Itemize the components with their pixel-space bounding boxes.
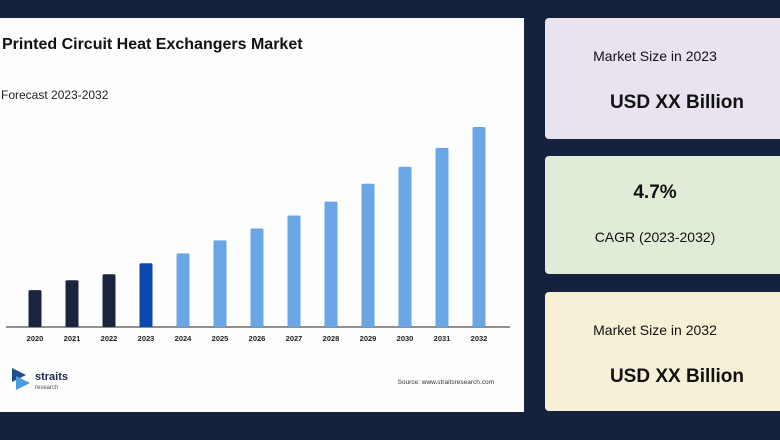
card-value: 4.7% (633, 182, 677, 203)
chart-panel: Printed Circuit Heat Exchangers Market F… (0, 18, 524, 412)
source-text: Source: www.straitsresearch.com (397, 379, 494, 386)
x-tick-label-2026: 2026 (249, 334, 266, 343)
x-tick-label-2031: 2031 (434, 334, 451, 343)
logo-sub: research (35, 384, 59, 391)
chart-subtitle: Forecast 2023-2032 (1, 88, 109, 102)
bar-2032 (472, 126, 486, 327)
card-label: CAGR (2023-2032) (594, 229, 716, 245)
logo-name: straits (35, 370, 69, 383)
chart-title: Printed Circuit Heat Exchangers Market (2, 36, 303, 53)
bar-2030 (398, 166, 412, 327)
x-tick-label-2024: 2024 (175, 334, 193, 343)
x-tick-label-2032: 2032 (471, 334, 488, 343)
card-market-size-2032: Market Size in 2032 USD XX Billion (545, 292, 780, 411)
x-tick-label-2027: 2027 (286, 334, 303, 343)
x-tick-label-2025: 2025 (212, 334, 229, 343)
card-cagr: 4.7% CAGR (2023-2032) (545, 156, 780, 274)
card-value: USD XX Billion (609, 92, 745, 113)
x-tick-label-2028: 2028 (323, 334, 340, 343)
bar-2023 (139, 263, 153, 327)
bar-2024 (176, 253, 190, 327)
bar-2029 (361, 183, 375, 327)
bar-2026 (250, 228, 264, 327)
card-market-size-2023: Market Size in 2023 USD XX Billion (545, 18, 780, 139)
x-tick-label-2021: 2021 (64, 334, 81, 343)
bar-chart: 2020 2021 2022 2023 2024 2025 2026 2027 2028 2029… (6, 126, 510, 343)
x-tick-label-2029: 2029 (360, 334, 377, 343)
card-label: Market Size in 2023 (593, 48, 717, 64)
bar-2027 (287, 215, 301, 327)
card-value: USD XX Billion (609, 366, 745, 387)
x-tick-label-2030: 2030 (397, 334, 414, 343)
x-tick-label-2020: 2020 (27, 334, 44, 343)
bar-2025 (213, 240, 227, 327)
card-label: Market Size in 2032 (593, 322, 717, 338)
bar-2028 (324, 201, 338, 327)
straits-logo: straits research (10, 366, 68, 392)
bar-2022 (102, 274, 116, 327)
bar-2031 (435, 147, 449, 327)
x-tick-label-2022: 2022 (101, 334, 118, 343)
straits-logo-icon (12, 368, 30, 390)
bar-2021 (65, 280, 79, 327)
x-tick-label-2023: 2023 (138, 334, 155, 343)
bar-2020 (28, 290, 42, 327)
